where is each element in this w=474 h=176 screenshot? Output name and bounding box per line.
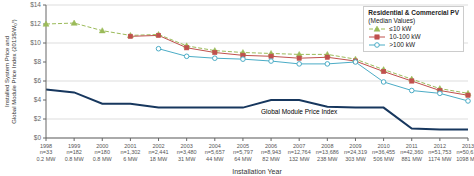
svg-text:2008n=13,686238 MW: 2008n=13,686238 MW bbox=[316, 143, 339, 162]
svg-text:Installation Year: Installation Year bbox=[232, 168, 282, 175]
svg-text:2007n=12,764132 MW: 2007n=12,764132 MW bbox=[288, 143, 311, 162]
svg-text:2002n=2,44118 MW: 2002n=2,44118 MW bbox=[149, 143, 169, 162]
svg-text:$8: $8 bbox=[34, 58, 42, 65]
svg-text:2009n=24,319303 MW: 2009n=24,319303 MW bbox=[344, 143, 367, 162]
svg-text:Global Module Price Index: Global Module Price Index bbox=[261, 108, 338, 115]
svg-text:2010n=36,455506 MW: 2010n=36,455506 MW bbox=[372, 143, 395, 162]
svg-text:$6: $6 bbox=[34, 77, 42, 84]
svg-text:2004n=5,65744 MW: 2004n=5,65744 MW bbox=[205, 143, 225, 162]
svg-text:2011n=42,360881 MW: 2011n=42,360881 MW bbox=[400, 143, 423, 162]
svg-text:$14: $14 bbox=[30, 1, 41, 8]
svg-text:$10: $10 bbox=[30, 39, 41, 46]
svg-text:1998n=330.2 MW: 1998n=330.2 MW bbox=[37, 143, 57, 162]
svg-text:Installed System Price andGlob: Installed System Price andGlobal Module … bbox=[8, 19, 17, 124]
svg-text:2003n=3,48031 MW: 2003n=3,48031 MW bbox=[177, 143, 197, 162]
svg-text:2000n=1800.8 MW: 2000n=1800.8 MW bbox=[93, 143, 113, 162]
svg-text:$2: $2 bbox=[34, 115, 42, 122]
svg-text:2001n=1,3026 MW: 2001n=1,3026 MW bbox=[120, 143, 140, 162]
svg-text:2012n=51,7531174 MW: 2012n=51,7531174 MW bbox=[428, 143, 452, 162]
svg-text:1999n=1820.8 MW: 1999n=1820.8 MW bbox=[65, 143, 85, 162]
svg-text:2013n=50,6141098 MW: 2013n=50,6141098 MW bbox=[456, 143, 466, 162]
svg-text:$4: $4 bbox=[34, 96, 42, 103]
svg-text:$12: $12 bbox=[30, 20, 41, 27]
svg-text:2005n=5,79764 MW: 2005n=5,79764 MW bbox=[233, 143, 253, 162]
svg-text:2006n=8,94382 MW: 2006n=8,94382 MW bbox=[261, 143, 281, 162]
svg-text:$0: $0 bbox=[34, 134, 42, 141]
